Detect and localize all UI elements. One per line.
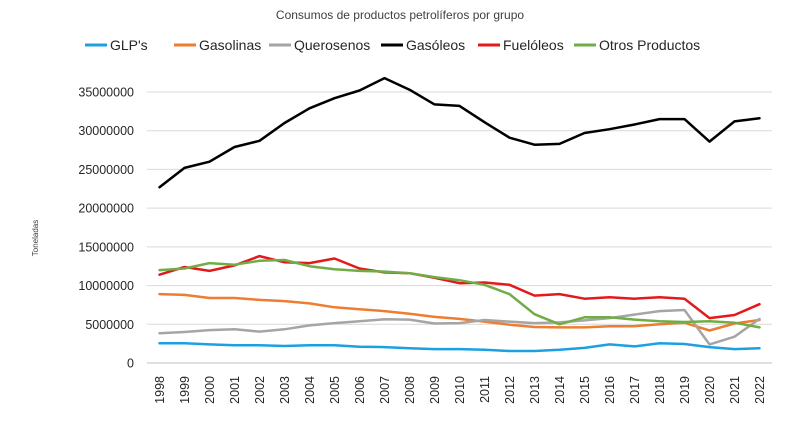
x-tick-label: 2018 [653, 376, 667, 404]
x-tick-label: 2002 [253, 376, 267, 404]
series-line-gasolinas [158, 292, 761, 332]
legend-label: Gasóleos [406, 37, 465, 53]
legend-label: Otros Productos [599, 37, 700, 53]
x-tick-label: 2004 [303, 376, 317, 404]
x-tick-label: 2022 [753, 376, 767, 404]
x-tick-label: 2014 [553, 376, 567, 404]
y-tick-label: 10000000 [78, 279, 134, 293]
chart-legend: GLP's Gasolinas Querosenos Gasóleos Fuelóleo… [85, 37, 700, 53]
x-tick-label: 2000 [203, 376, 217, 404]
x-tick-label: 2007 [378, 376, 392, 404]
legend-item: Querosenos [269, 37, 370, 53]
series-line-otros-productos [158, 258, 761, 329]
y-tick-label: 0 [127, 357, 134, 371]
y-axis: 0 5000000 10000000 15000000 20000000 25000000… [78, 86, 134, 371]
x-tick-label: 2001 [228, 376, 242, 404]
series-line-gas-leos [158, 76, 761, 189]
x-tick-label: 2020 [703, 376, 717, 404]
x-tick-label: 2010 [453, 376, 467, 404]
chart-title: Consumos de productos petrolíferos por g… [276, 8, 524, 22]
y-tick-label: 35000000 [78, 86, 134, 100]
y-tick-label: 25000000 [78, 163, 134, 177]
x-tick-label: 2019 [678, 376, 692, 404]
x-tick-label: 2011 [478, 376, 492, 403]
x-tick-label: 1998 [153, 376, 167, 404]
legend-item: Otros Productos [574, 37, 700, 53]
x-tick-label: 2013 [528, 376, 542, 404]
y-tick-label: 20000000 [78, 202, 134, 216]
legend-label: GLP's [110, 37, 148, 53]
series-line-querosenos [158, 308, 761, 346]
x-tick-label: 2005 [328, 376, 342, 404]
y-tick-label: 30000000 [78, 124, 134, 138]
legend-item: Gasóleos [381, 37, 465, 53]
series-line-fuel-leos [158, 254, 761, 320]
x-tick-label: 2009 [428, 376, 442, 404]
x-tick-label: 2016 [603, 376, 617, 404]
y-tick-label: 5000000 [85, 318, 134, 332]
x-tick-label: 2003 [278, 376, 292, 404]
legend-item: Gasolinas [174, 37, 261, 53]
legend-label: Fuelóleos [503, 37, 564, 53]
series-lines [158, 76, 761, 353]
y-tick-label: 15000000 [78, 240, 134, 254]
x-tick-label: 1999 [178, 376, 192, 404]
x-tick-label: 2012 [503, 376, 517, 404]
legend-label: Gasolinas [199, 37, 261, 53]
legend-label: Querosenos [294, 37, 370, 53]
x-tick-label: 2017 [628, 376, 642, 404]
legend-item: Fuelóleos [478, 37, 564, 53]
x-tick-label: 2021 [728, 376, 742, 404]
y-axis-label: Toneladas [31, 220, 40, 256]
x-tick-label: 2008 [403, 376, 417, 404]
y-gridlines [147, 91, 772, 364]
x-tick-label: 2006 [353, 376, 367, 404]
series-line-glp-s [158, 342, 761, 353]
x-axis: 1998 1999 2000 2001 2002 2003 2004 2005 2006 2007… [153, 376, 767, 404]
legend-item: GLP's [85, 37, 148, 53]
x-tick-label: 2015 [578, 376, 592, 404]
